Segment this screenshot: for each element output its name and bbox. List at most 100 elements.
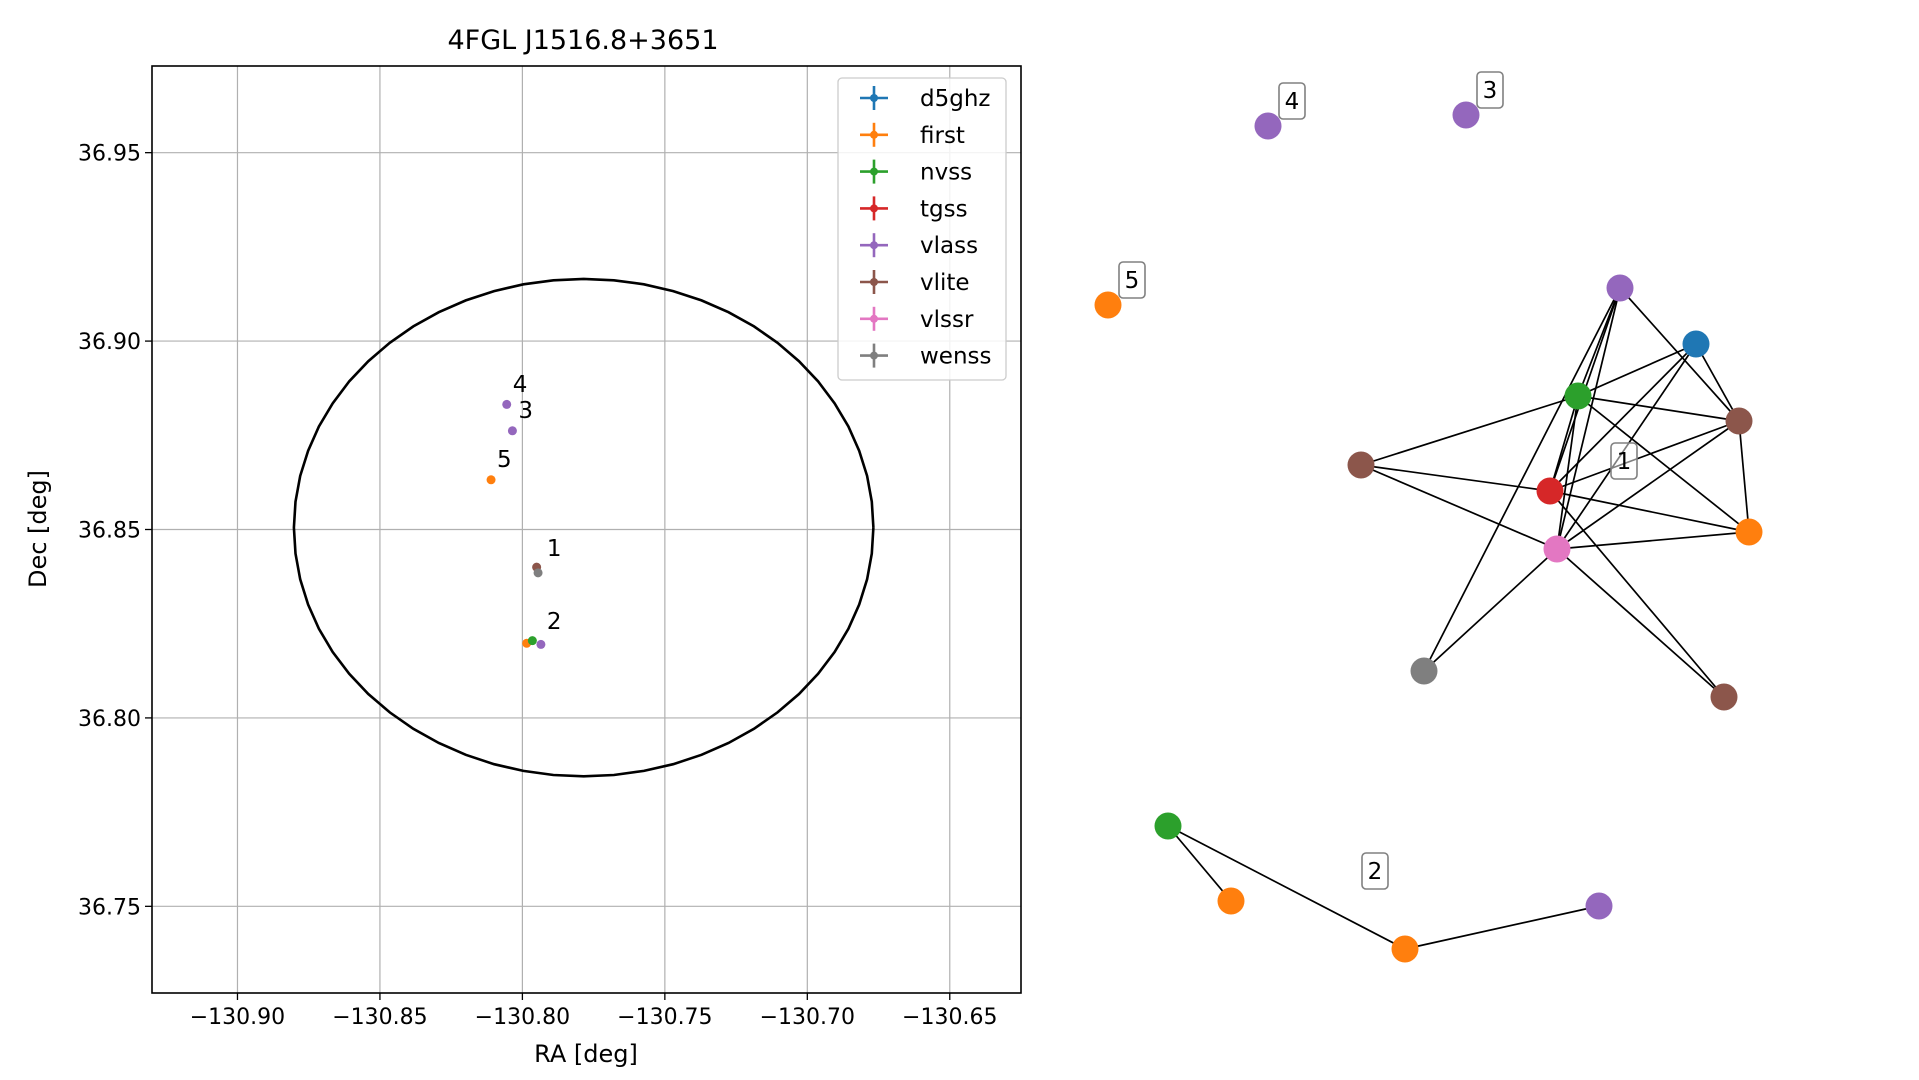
graph-edge xyxy=(1549,490,1750,533)
graph-node-first xyxy=(1391,935,1419,963)
point-annotations: 1 2 34 5 xyxy=(497,372,562,635)
position-ellipse xyxy=(292,277,875,778)
graph-edge xyxy=(1619,287,1740,422)
graph-edge xyxy=(1695,343,1740,422)
group-label: 3 xyxy=(1476,71,1504,109)
graph-node-vlass xyxy=(1585,892,1613,920)
legend-label: vlass xyxy=(920,233,978,259)
legend: d5ghz first nvss tgss vlass vlite vlssr wenss xyxy=(837,77,1007,381)
legend-item-vlass: vlass xyxy=(860,233,978,259)
group-label-box xyxy=(1361,852,1389,890)
graph-edge xyxy=(1549,490,1725,698)
graph-edge xyxy=(1549,395,1579,492)
legend-marker xyxy=(870,241,878,250)
point-first xyxy=(486,475,496,485)
graph-edge xyxy=(1549,343,1697,492)
graph-node-vlite xyxy=(1347,451,1375,479)
graph-node-vlass xyxy=(1452,101,1480,129)
x-tick-label: −130.90 xyxy=(190,1005,285,1030)
network-graph: 1 2 3 4 5 xyxy=(1094,71,1763,963)
point-vlass xyxy=(507,426,517,436)
graph-edge xyxy=(1577,395,1740,422)
graph-node-vlass xyxy=(1254,112,1282,140)
graph-edge xyxy=(1556,395,1579,550)
graph-node-vlite xyxy=(1725,407,1753,435)
legend-marker xyxy=(870,94,878,102)
data-points xyxy=(486,399,546,649)
graph-edge xyxy=(1577,343,1697,397)
y-tick-label: 36.80 xyxy=(78,707,141,732)
legend-label: first xyxy=(920,123,965,149)
y-tick-label: 36.95 xyxy=(78,142,141,167)
y-axis-ticks: 36.75 36.80 36.85 36.90 36.95 xyxy=(78,142,152,920)
graph-edge xyxy=(1423,287,1621,672)
graph-edge xyxy=(1360,395,1579,466)
graph-edge xyxy=(1556,420,1740,550)
x-tick-label: −130.75 xyxy=(617,1005,712,1030)
graph-node-wenss xyxy=(1410,657,1438,685)
x-tick-label: −130.80 xyxy=(475,1005,570,1030)
group-label-text: 1 xyxy=(1617,449,1632,475)
point-vlass xyxy=(536,639,546,649)
point-annotation: 5 xyxy=(497,447,512,473)
point-wenss xyxy=(533,568,543,578)
point-annotation: 4 xyxy=(513,372,528,398)
graph-node-d5ghz xyxy=(1682,330,1710,358)
graph-node-vlite xyxy=(1710,683,1738,711)
x-axis-label: RA [deg] xyxy=(534,1040,638,1068)
graph-nodes xyxy=(1094,101,1763,963)
graph-node-vlass xyxy=(1606,274,1634,302)
group-label-box xyxy=(1476,71,1504,109)
graph-edges xyxy=(1167,287,1750,950)
x-tick-label: −130.65 xyxy=(902,1005,997,1030)
group-label-text: 5 xyxy=(1125,268,1140,294)
graph-edge xyxy=(1167,825,1406,950)
group-label: 1 xyxy=(1610,442,1638,480)
graph-node-nvss xyxy=(1564,382,1592,410)
graph-node-tgss xyxy=(1536,477,1564,505)
graph-edge xyxy=(1360,464,1558,550)
legend-marker xyxy=(870,314,878,323)
graph-edge xyxy=(1556,531,1750,550)
graph-node-vlssr xyxy=(1543,535,1571,563)
legend-marker xyxy=(870,167,878,176)
chart-title: 4FGL J1516.8+3651 xyxy=(447,25,718,56)
group-label-box xyxy=(1278,82,1306,120)
graph-edge xyxy=(1577,395,1750,533)
point-vlass xyxy=(502,399,512,409)
point-nvss xyxy=(527,636,537,646)
legend-label: d5ghz xyxy=(920,86,990,112)
legend-label: wenss xyxy=(920,344,992,370)
graph-edge xyxy=(1167,825,1232,902)
legend-item-d5ghz: d5ghz xyxy=(860,86,990,112)
graph-node-first xyxy=(1217,887,1245,915)
legend-label: vlite xyxy=(920,270,970,296)
y-axis-label: Dec [deg] xyxy=(24,470,52,588)
x-tick-label: −130.70 xyxy=(760,1005,855,1030)
group-label-text: 2 xyxy=(1368,859,1383,885)
graph-node-nvss xyxy=(1154,812,1182,840)
y-tick-label: 36.90 xyxy=(78,330,141,355)
legend-label: vlssr xyxy=(920,307,974,333)
graph-edge xyxy=(1423,548,1558,672)
group-label-text: 4 xyxy=(1285,89,1300,115)
group-label: 2 xyxy=(1361,852,1389,890)
y-tick-label: 36.75 xyxy=(78,895,141,920)
localization-ellipse xyxy=(292,277,875,778)
legend-marker xyxy=(870,278,878,286)
group-label: 5 xyxy=(1118,261,1146,299)
point-annotation: 3 xyxy=(518,398,533,424)
graph-edge xyxy=(1738,420,1750,533)
legend-item-nvss: nvss xyxy=(860,159,972,186)
graph-edge xyxy=(1549,420,1740,492)
group-label-box xyxy=(1610,442,1638,480)
legend-box xyxy=(837,77,1007,381)
graph-edge xyxy=(1404,905,1600,950)
legend-marker xyxy=(870,130,878,139)
x-tick-label: −130.85 xyxy=(332,1005,427,1030)
graph-node-first xyxy=(1735,518,1763,546)
group-label: 4 xyxy=(1278,82,1306,120)
x-axis-ticks: −130.90 −130.85 −130.80 −130.75 −130.70 −130.… xyxy=(190,993,997,1030)
